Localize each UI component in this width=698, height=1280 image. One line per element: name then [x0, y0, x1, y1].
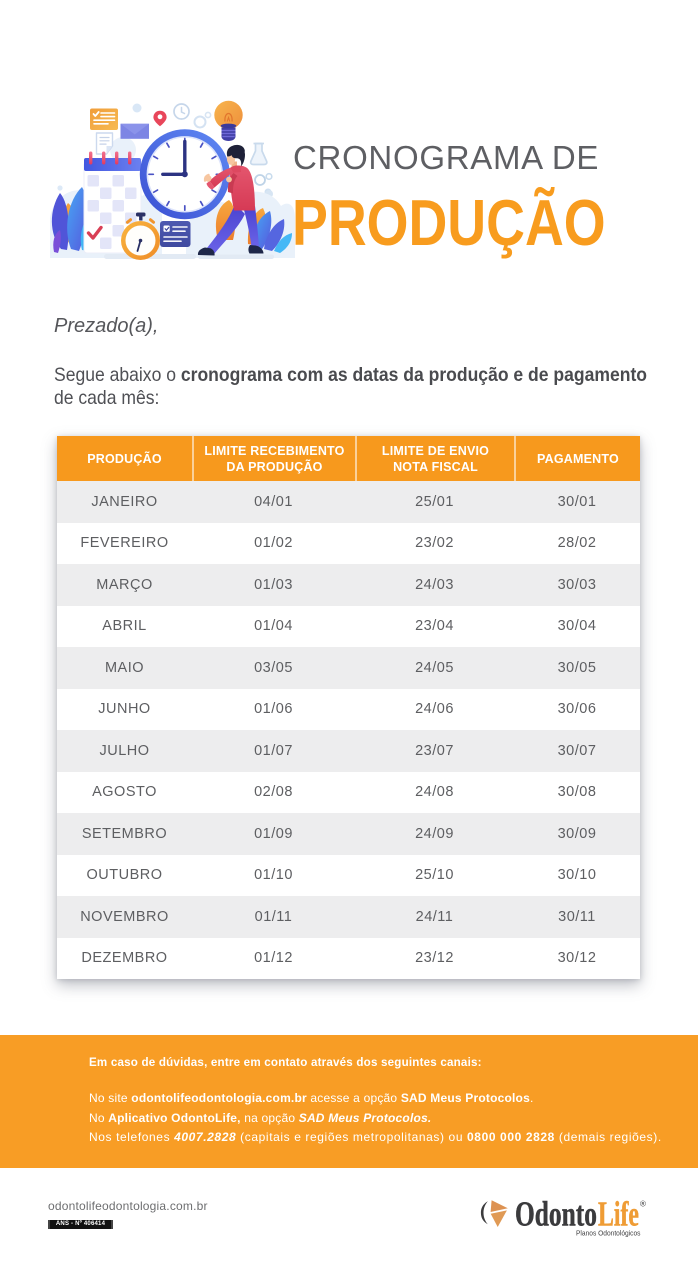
svg-text:Life: Life [598, 1195, 639, 1234]
svg-text:Odonto: Odonto [515, 1195, 597, 1234]
svg-text:®: ® [640, 1200, 646, 1209]
svg-text:Planos Odontológicos: Planos Odontológicos [576, 1229, 641, 1238]
